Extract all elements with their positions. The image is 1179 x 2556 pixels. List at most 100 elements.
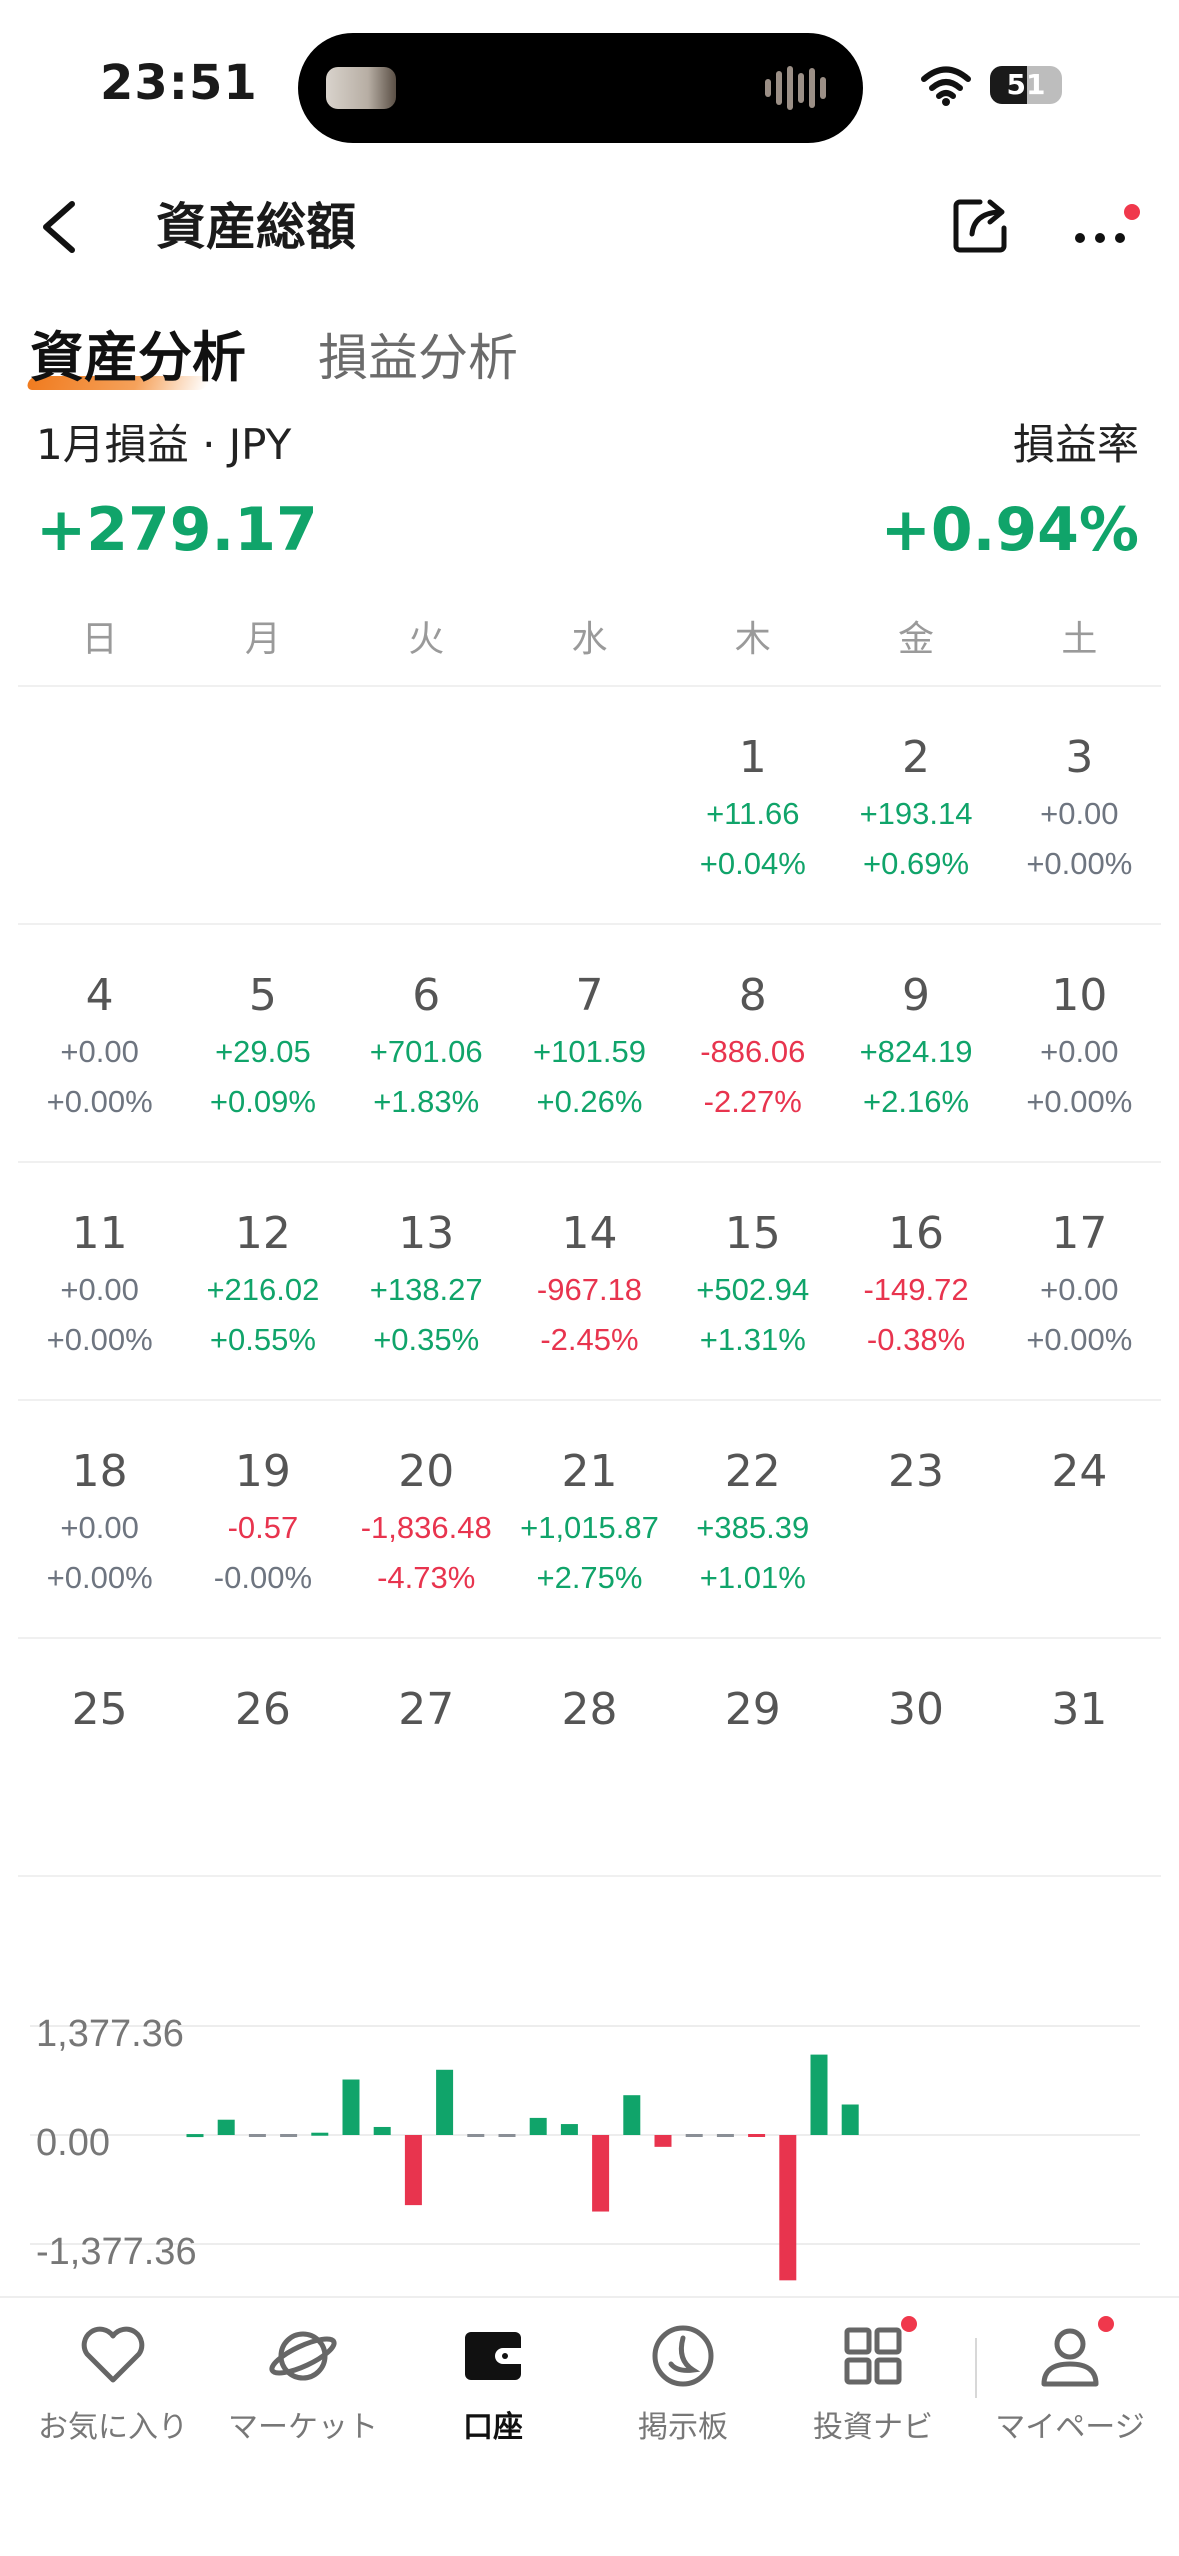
calendar-day[interactable]: 6 +701.06 +1.83% [345, 925, 508, 1161]
nav-invest-navi[interactable]: 投資ナビ [778, 2316, 968, 2446]
day-profit: +0.00 [1040, 796, 1119, 831]
calendar-day[interactable]: 17 +0.00 +0.00% [998, 1163, 1161, 1399]
tab-asset-analysis[interactable]: 資産分析 [25, 318, 246, 398]
day-profit: +0.00 [60, 1272, 139, 1307]
day-rate: +0.00% [46, 1084, 153, 1119]
calendar-day[interactable]: 10 +0.00 +0.00% [998, 925, 1161, 1161]
more-horizontal-icon [1075, 233, 1125, 243]
nav-favorites[interactable]: お気に入り [18, 2320, 208, 2446]
wifi-icon [921, 66, 971, 106]
day-profit: +1,015.87 [520, 1510, 659, 1545]
calendar-day[interactable]: 15 +502.94 +1.31% [671, 1163, 834, 1399]
day-number: 8 [738, 970, 767, 1021]
calendar-day[interactable]: 13 +138.27 +0.35% [345, 1163, 508, 1399]
chart-bar [436, 2069, 454, 2135]
calendar-day[interactable]: 1 +11.66 +0.04% [671, 687, 834, 923]
chevron-left-icon[interactable] [30, 192, 90, 262]
chart-bar [685, 2134, 703, 2137]
calendar-day[interactable]: 2 +193.14 +0.69% [834, 687, 997, 923]
calendar-day[interactable]: 12 +216.02 +0.55% [181, 1163, 344, 1399]
day-rate: +2.16% [863, 1084, 970, 1119]
nav-account[interactable]: 口座 [398, 2320, 588, 2446]
planet-icon [269, 2331, 337, 2381]
day-profit: +193.14 [859, 796, 973, 831]
calendar-day[interactable]: 16 -149.72 -0.38% [834, 1163, 997, 1399]
nav-mypage[interactable]: マイページ [975, 2316, 1165, 2446]
calendar-day[interactable]: 18 +0.00 +0.00% [18, 1401, 181, 1637]
share-icon[interactable] [950, 194, 1012, 256]
calendar-day[interactable]: 29 [671, 1639, 834, 1875]
day-profit: +0.00 [1040, 1272, 1119, 1307]
calendar-week: 11 +0.00 +0.00% 12 +216.02 +0.55% 13 +138.27 +0.… [18, 1161, 1161, 1399]
chart-bar [498, 2134, 516, 2137]
weekday-label: 水 [571, 619, 608, 660]
weekday-label: 土 [1061, 619, 1098, 660]
now-playing-thumbnail [326, 67, 396, 109]
status-bar: 23:51 51 [0, 0, 1179, 160]
calendar-day[interactable]: 4 +0.00 +0.00% [18, 925, 181, 1161]
day-number: 18 [71, 1446, 128, 1497]
chart-bar [529, 2117, 547, 2135]
day-profit: +0.00 [60, 1034, 139, 1069]
monthly-profit: +279.17 [36, 495, 318, 565]
calendar-day[interactable]: 28 [508, 1639, 671, 1875]
daily-profit-chart: 1,377.36 0.00 -1,377.36 [0, 1985, 1179, 2295]
calendar-day[interactable]: 9 +824.19 +2.16% [834, 925, 997, 1161]
day-profit: +0.00 [60, 1510, 139, 1545]
calendar-day[interactable]: 11 +0.00 +0.00% [18, 1163, 181, 1399]
calendar-week: 25 26 27 28 29 30 31 [18, 1637, 1161, 1875]
nav-label: 口座 [463, 2410, 523, 2445]
chart-bar [748, 2134, 766, 2137]
battery-icon: 51 [990, 66, 1062, 104]
calendar-day[interactable]: 26 [181, 1639, 344, 1875]
nav-market[interactable]: マーケット [208, 2320, 398, 2446]
chart-bar [373, 2126, 391, 2135]
day-profit: +101.59 [533, 1034, 646, 1069]
day-number: 1 [738, 732, 767, 783]
nav-divider [975, 2338, 977, 2398]
bottom-navigation: お気に入り マーケット 口座 掲示板 [0, 2296, 1179, 2556]
day-profit: +502.94 [696, 1272, 810, 1307]
calendar-day[interactable]: 23 [834, 1401, 997, 1637]
calendar-weeks: 1 +11.66 +0.04% 2 +193.14 +0.69% 3 +0.00 +0.00% 4… [18, 685, 1161, 1875]
day-profit: -1,836.48 [360, 1510, 492, 1545]
calendar-day[interactable]: 24 [998, 1401, 1161, 1637]
chart-bar [623, 2095, 641, 2135]
calendar-day[interactable]: 5 +29.05 +0.09% [181, 925, 344, 1161]
calendar-day[interactable]: 27 [345, 1639, 508, 1875]
chart-bar [217, 2119, 235, 2135]
more-button[interactable] [1070, 200, 1140, 260]
calendar-day[interactable]: 8 -886.06 -2.27% [671, 925, 834, 1161]
calendar-day[interactable]: 14 -967.18 -2.45% [508, 1163, 671, 1399]
calendar-day[interactable]: 22 +385.39 +1.01% [671, 1401, 834, 1637]
calendar-day[interactable]: 20 -1,836.48 -4.73% [345, 1401, 508, 1637]
nav-board[interactable]: 掲示板 [588, 2320, 778, 2446]
calendar-week: 4 +0.00 +0.00% 5 +29.05 +0.09% 6 +701.06 +1.83% 7… [18, 923, 1161, 1161]
day-rate: +0.09% [209, 1084, 316, 1119]
chart-bar [841, 2104, 859, 2135]
day-rate: +0.69% [863, 846, 970, 881]
day-rate: +0.00% [1026, 1322, 1133, 1357]
calendar-day[interactable]: 3 +0.00 +0.00% [998, 687, 1161, 923]
tab-profit-analysis[interactable]: 損益分析 [318, 318, 518, 398]
calendar-day[interactable]: 21 +1,015.87 +2.75% [508, 1401, 671, 1637]
day-number: 3 [1065, 732, 1094, 783]
day-profit: -0.57 [227, 1510, 299, 1545]
day-rate: +0.26% [536, 1084, 643, 1119]
battery-percent: 51 [1006, 68, 1046, 101]
profit-calendar: 日 月 火 水 木 金 土 1 +11.66 +0.04% 2 +193.14 +0.69% 3 +0.0… [18, 605, 1161, 1877]
day-number: 19 [234, 1446, 291, 1497]
calendar-day[interactable]: 31 [998, 1639, 1161, 1875]
day-number: 30 [888, 1684, 945, 1735]
header: 資産総額 [0, 170, 1179, 280]
calendar-day[interactable]: 7 +101.59 +0.26% [508, 925, 671, 1161]
tab-label: 資産分析 [30, 326, 246, 389]
calendar-day[interactable]: 19 -0.57 -0.00% [181, 1401, 344, 1637]
day-number: 17 [1051, 1208, 1108, 1259]
calendar-day[interactable]: 25 [18, 1639, 181, 1875]
day-profit: +216.02 [206, 1272, 320, 1307]
day-number: 28 [561, 1684, 618, 1735]
weekday-label: 日 [81, 619, 118, 660]
calendar-day[interactable]: 30 [834, 1639, 997, 1875]
chart-bar [779, 2135, 797, 2281]
